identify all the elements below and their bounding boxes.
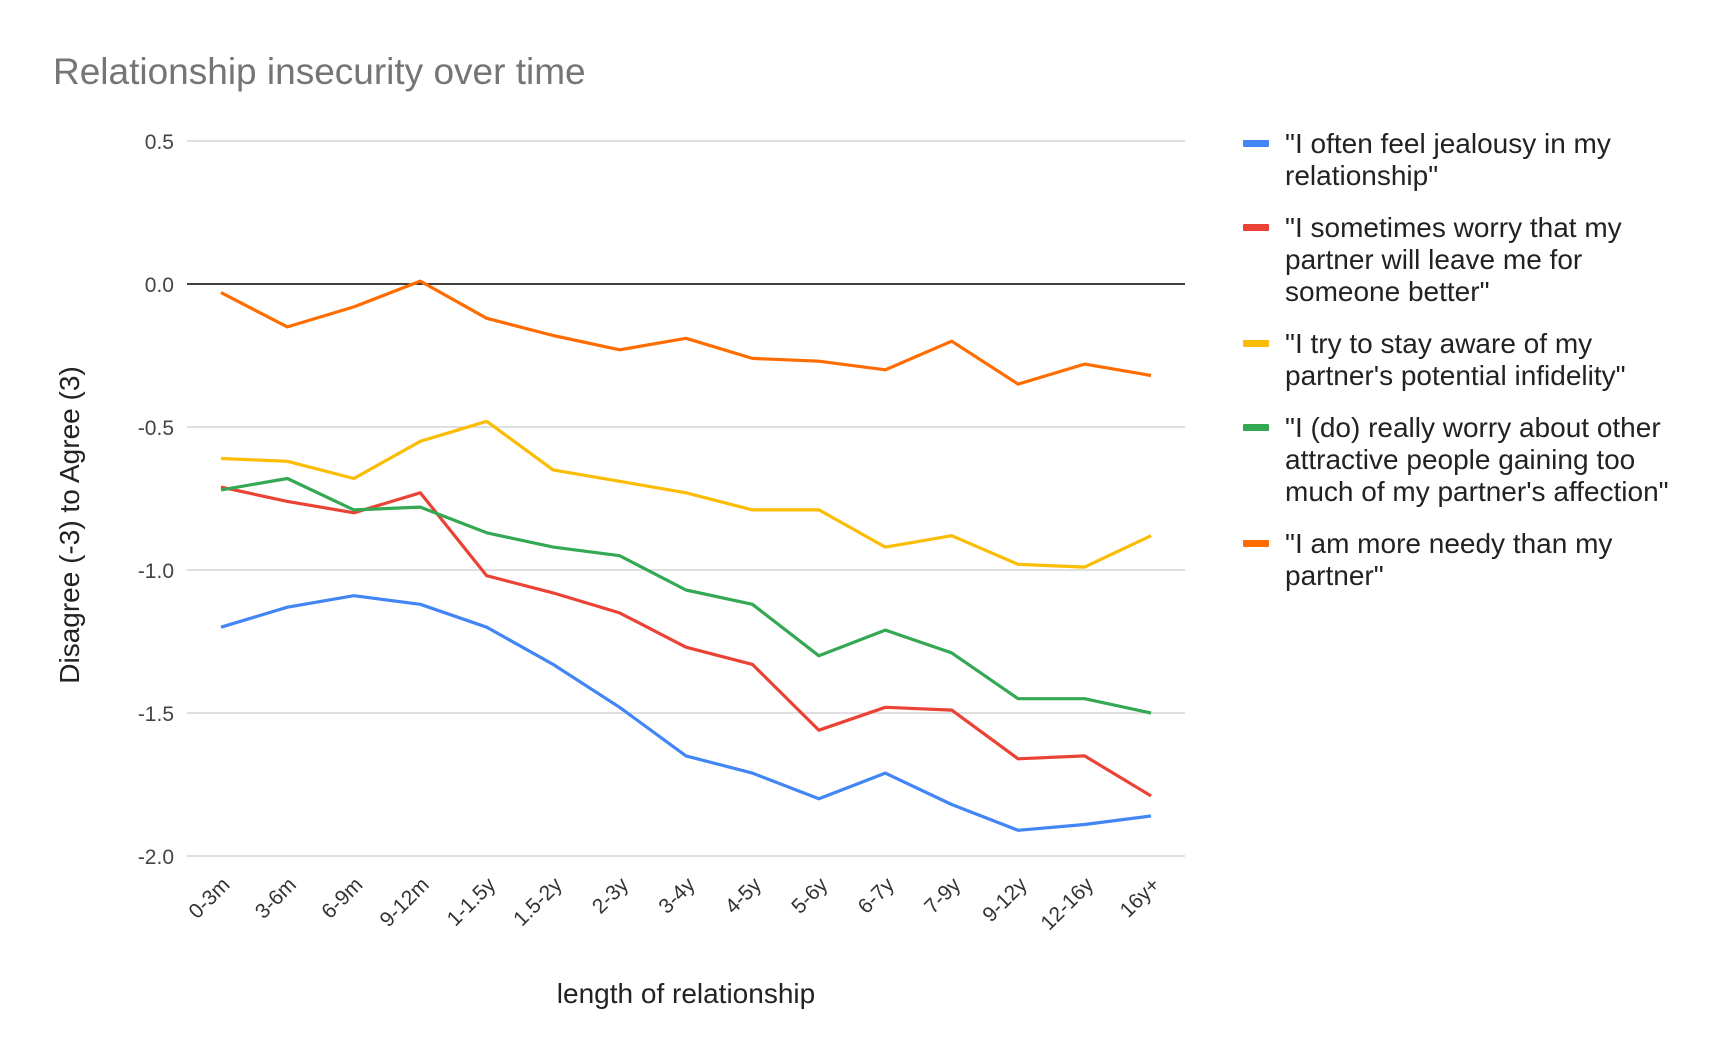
x-tick-label: 6-9m [317,873,367,923]
y-tick-label: -0.5 [138,417,174,440]
gridlines [187,140,1185,857]
x-tick-label: 1-1.5y [443,873,501,931]
chart-title: Relationship insecurity over time [53,51,586,92]
legend-item: "I try to stay aware of my partner's pot… [1243,328,1683,392]
x-tick-label: 6-7y [854,873,900,919]
y-axis-ticks: 0.5 0.0 -0.5 -1.0 -1.5 -2.0 [138,131,174,869]
x-tick-label: 9-12y [978,873,1032,927]
x-tick-label: 3-4y [654,873,700,919]
y-axis-label: Disagree (-3) to Agree (3) [54,366,85,683]
legend-swatch [1243,140,1269,147]
y-tick-label: 0.5 [145,131,174,154]
legend-swatch [1243,340,1269,347]
x-tick-label: 9-12m [375,873,433,931]
legend-label: "I often feel jealousy in my relationshi… [1285,128,1611,191]
x-tick-label: 7-9y [920,873,966,919]
legend-label: "I sometimes worry that my partner will … [1285,212,1622,307]
series-line-3 [220,419,1152,569]
series-line-5 [220,279,1152,386]
x-tick-label: 0-3m [184,873,234,923]
y-tick-label: -2.0 [138,846,174,869]
legend-swatch [1243,424,1269,431]
legend-label: "I (do) really worry about other attract… [1285,412,1669,507]
y-tick-label: -1.0 [138,560,174,583]
legend-item: "I (do) really worry about other attract… [1243,412,1683,508]
x-tick-label: 4-5y [721,873,767,919]
series-line-2 [220,485,1152,798]
series-line-1 [220,594,1152,832]
x-axis-label: length of relationship [557,978,815,1009]
legend-item: "I sometimes worry that my partner will … [1243,212,1683,308]
legend-swatch [1243,540,1269,547]
y-tick-label: -1.5 [138,703,174,726]
y-tick-label: 0.0 [145,274,174,297]
series-lines [220,279,1152,832]
legend-item: "I am more needy than my partner" [1243,528,1683,592]
legend-swatch [1243,224,1269,231]
legend-label: "I try to stay aware of my partner's pot… [1285,328,1626,391]
legend: "I often feel jealousy in my relationshi… [1243,128,1683,612]
legend-label: "I am more needy than my partner" [1285,528,1613,591]
legend-item: "I often feel jealousy in my relationshi… [1243,128,1683,192]
x-tick-label: 1.5-2y [509,873,567,931]
x-tick-label: 5-6y [787,873,833,919]
x-tick-label: 3-6m [251,873,301,923]
x-axis-ticks: 0-3m 3-6m 6-9m 9-12m 1-1.5y 1.5-2y 2-3y 3-4y 4-5… [184,873,1164,935]
x-tick-label: 16y+ [1116,873,1165,922]
x-tick-label: 2-3y [588,873,634,919]
x-tick-label: 12-16y [1036,873,1098,935]
series-line-4 [220,476,1152,715]
